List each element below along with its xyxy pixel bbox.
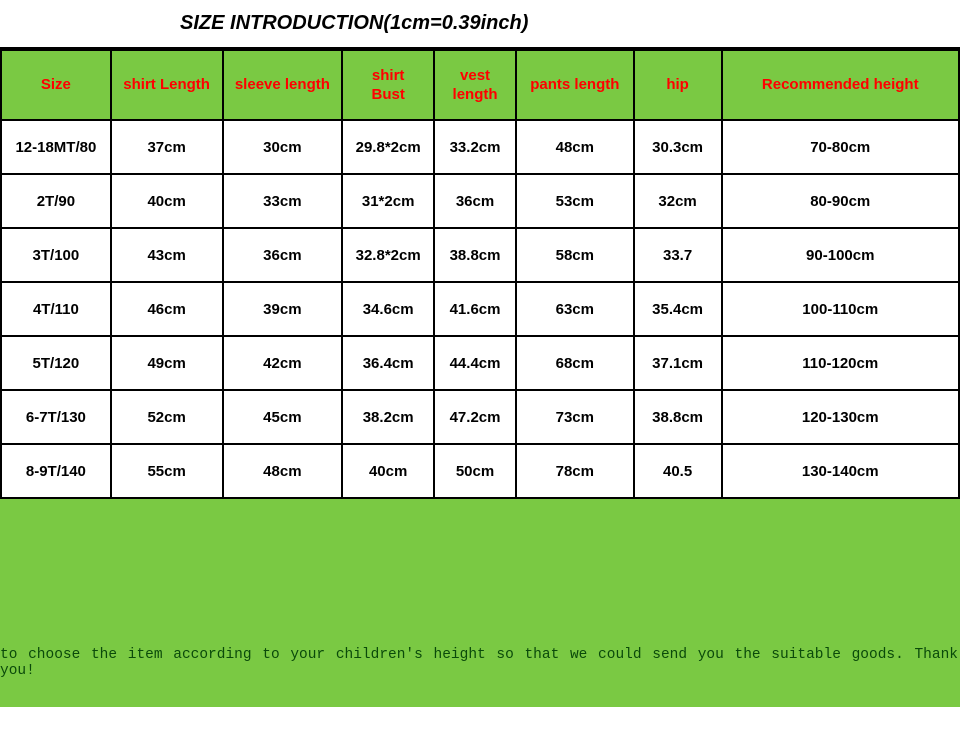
table-cell: 41.6cm [434, 282, 516, 336]
table-cell: 32.8*2cm [342, 228, 434, 282]
table-cell: 40.5 [634, 444, 722, 498]
table-cell: 55cm [111, 444, 223, 498]
table-cell: 2T/90 [1, 174, 111, 228]
table-body: 12-18MT/8037cm30cm29.8*2cm33.2cm48cm30.3… [1, 120, 959, 498]
table-row: 2T/9040cm33cm31*2cm36cm53cm32cm80-90cm [1, 174, 959, 228]
table-cell: 47.2cm [434, 390, 516, 444]
table-cell: 31*2cm [342, 174, 434, 228]
table-row: 5T/12049cm42cm36.4cm44.4cm68cm37.1cm110-… [1, 336, 959, 390]
table-cell: 53cm [516, 174, 634, 228]
table-cell: 80-90cm [722, 174, 960, 228]
table-cell: 35.4cm [634, 282, 722, 336]
table-cell: 12-18MT/80 [1, 120, 111, 174]
page-title: SIZE INTRODUCTION(1cm=0.39inch) [0, 0, 960, 49]
table-cell: 32cm [634, 174, 722, 228]
table-cell: 110-120cm [722, 336, 960, 390]
column-header: vestlength [434, 50, 516, 120]
column-header: sleeve length [223, 50, 343, 120]
table-cell: 42cm [223, 336, 343, 390]
table-cell: 70-80cm [722, 120, 960, 174]
table-row: 3T/10043cm36cm32.8*2cm38.8cm58cm33.790-1… [1, 228, 959, 282]
table-cell: 45cm [223, 390, 343, 444]
table-cell: 48cm [223, 444, 343, 498]
footer-area: to choose the item according to your chi… [0, 499, 960, 707]
table-cell: 36cm [434, 174, 516, 228]
table-cell: 44.4cm [434, 336, 516, 390]
column-header: Recommended height [722, 50, 960, 120]
table-cell: 46cm [111, 282, 223, 336]
column-header: shirt Length [111, 50, 223, 120]
column-header: Size [1, 50, 111, 120]
table-cell: 73cm [516, 390, 634, 444]
size-table: Sizeshirt Lengthsleeve lengthshirtBustve… [0, 49, 960, 499]
table-cell: 30.3cm [634, 120, 722, 174]
table-cell: 39cm [223, 282, 343, 336]
table-cell: 50cm [434, 444, 516, 498]
table-cell: 6-7T/130 [1, 390, 111, 444]
table-cell: 43cm [111, 228, 223, 282]
table-cell: 33.7 [634, 228, 722, 282]
table-cell: 120-130cm [722, 390, 960, 444]
table-cell: 78cm [516, 444, 634, 498]
column-header: shirtBust [342, 50, 434, 120]
table-cell: 40cm [342, 444, 434, 498]
table-cell: 68cm [516, 336, 634, 390]
table-cell: 63cm [516, 282, 634, 336]
column-header: pants length [516, 50, 634, 120]
table-cell: 130-140cm [722, 444, 960, 498]
table-cell: 8-9T/140 [1, 444, 111, 498]
table-cell: 33cm [223, 174, 343, 228]
table-cell: 90-100cm [722, 228, 960, 282]
table-cell: 4T/110 [1, 282, 111, 336]
table-cell: 5T/120 [1, 336, 111, 390]
table-cell: 40cm [111, 174, 223, 228]
table-row: 12-18MT/8037cm30cm29.8*2cm33.2cm48cm30.3… [1, 120, 959, 174]
table-cell: 38.8cm [434, 228, 516, 282]
table-cell: 52cm [111, 390, 223, 444]
column-header: hip [634, 50, 722, 120]
table-cell: 38.8cm [634, 390, 722, 444]
table-row: 8-9T/14055cm48cm40cm50cm78cm40.5130-140c… [1, 444, 959, 498]
header-row: Sizeshirt Lengthsleeve lengthshirtBustve… [1, 50, 959, 120]
footer-text: to choose the item according to your chi… [0, 647, 958, 679]
table-cell: 33.2cm [434, 120, 516, 174]
table-cell: 38.2cm [342, 390, 434, 444]
table-cell: 3T/100 [1, 228, 111, 282]
table-cell: 100-110cm [722, 282, 960, 336]
table-cell: 36.4cm [342, 336, 434, 390]
table-row: 4T/11046cm39cm34.6cm41.6cm63cm35.4cm100-… [1, 282, 959, 336]
table-cell: 48cm [516, 120, 634, 174]
table-cell: 49cm [111, 336, 223, 390]
table-cell: 30cm [223, 120, 343, 174]
table-cell: 58cm [516, 228, 634, 282]
table-cell: 29.8*2cm [342, 120, 434, 174]
table-row: 6-7T/13052cm45cm38.2cm47.2cm73cm38.8cm12… [1, 390, 959, 444]
table-cell: 37.1cm [634, 336, 722, 390]
table-cell: 36cm [223, 228, 343, 282]
table-cell: 37cm [111, 120, 223, 174]
table-cell: 34.6cm [342, 282, 434, 336]
